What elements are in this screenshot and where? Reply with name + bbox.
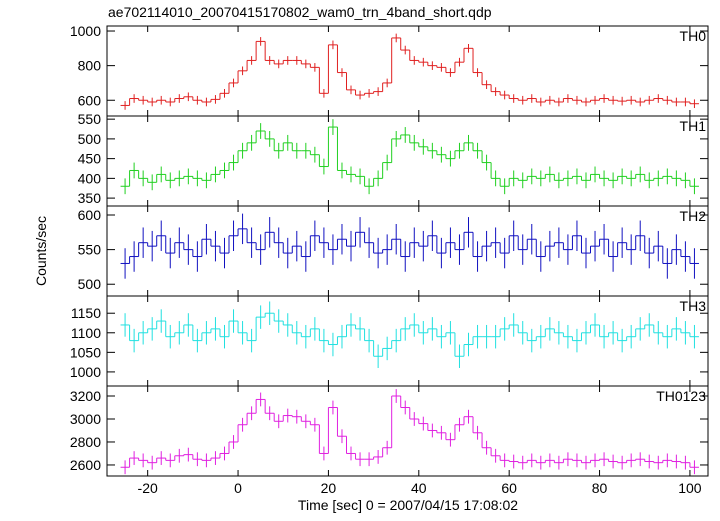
y-tick-label: 600 — [78, 92, 102, 108]
panel-data — [120, 301, 699, 368]
y-axis-label: Counts/sec — [33, 216, 49, 286]
x-axis-label: Time [sec] 0 = 2007/04/15 17:08:02 — [298, 497, 518, 513]
chart-title: ae702114010_20070415170802_wam0_trn_4ban… — [108, 4, 492, 20]
y-tick-label: 1100 — [71, 325, 101, 341]
panel-data — [120, 389, 699, 475]
y-tick-label: 3000 — [70, 411, 101, 427]
x-tick-label: 20 — [321, 480, 337, 496]
legend-label: TH3 — [680, 298, 707, 314]
panel-frame — [106, 385, 709, 477]
legend-label: TH2 — [680, 208, 707, 224]
panel-data — [120, 119, 699, 195]
y-tick-label: 500 — [78, 276, 102, 292]
panel-data — [120, 213, 699, 279]
x-tick-label: 40 — [411, 480, 427, 496]
y-tick-label: 600 — [78, 207, 102, 223]
legend-label: TH0123 — [656, 388, 706, 404]
y-tick-label: 1150 — [71, 305, 101, 321]
panel-frame — [106, 115, 709, 207]
y-tick-label: 1000 — [70, 23, 101, 39]
x-tick-label: 60 — [501, 480, 517, 496]
y-tick-label: 550 — [78, 111, 102, 127]
y-tick-label: 2800 — [70, 434, 101, 450]
y-tick-label: 3200 — [70, 388, 101, 404]
x-tick-label: -20 — [138, 480, 158, 496]
y-tick-label: 1000 — [70, 364, 101, 380]
y-tick-label: 1050 — [70, 344, 101, 360]
y-tick-label: 2600 — [70, 457, 101, 473]
legend-label: TH1 — [680, 118, 707, 134]
y-tick-label: 500 — [78, 131, 102, 147]
x-tick-label: 100 — [678, 480, 702, 496]
y-tick-label: 550 — [78, 242, 102, 258]
x-tick-label: 80 — [592, 480, 608, 496]
y-tick-label: 400 — [78, 170, 102, 186]
legend-label: TH0 — [680, 28, 707, 44]
y-tick-label: 800 — [78, 58, 102, 74]
x-tick-label: 0 — [234, 480, 242, 496]
y-tick-label: 350 — [78, 190, 102, 206]
panel-data — [120, 33, 699, 110]
y-tick-label: 450 — [78, 151, 102, 167]
